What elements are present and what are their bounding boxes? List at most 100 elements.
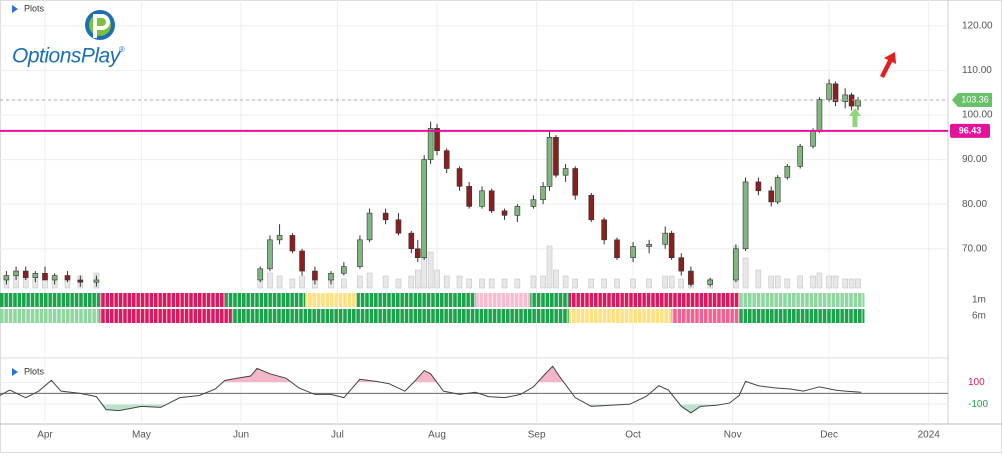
volume-bar <box>855 278 861 289</box>
osc-tick-label: 100 <box>968 377 985 388</box>
candle-body <box>479 190 485 207</box>
volume-bar <box>678 278 685 289</box>
volume-bar <box>540 275 546 289</box>
candle-body <box>51 275 58 281</box>
candle-body <box>427 128 434 160</box>
candle-body <box>395 219 402 234</box>
candle-body <box>842 94 848 102</box>
plots-toggle[interactable] <box>12 5 18 13</box>
candle-body <box>816 99 823 131</box>
candle-body <box>421 159 427 258</box>
candle-body <box>562 168 569 176</box>
candle-body <box>299 250 305 272</box>
volume-bar <box>366 272 373 289</box>
volume-bar <box>572 278 578 289</box>
candle-body <box>733 248 739 281</box>
volume-bar <box>630 278 636 289</box>
candle-body <box>707 279 713 285</box>
candle-body <box>742 181 749 250</box>
candle-body <box>501 210 508 216</box>
volume-bar <box>768 275 775 289</box>
candle-body <box>3 275 10 281</box>
volume-bar <box>276 275 283 289</box>
layers: Apr May Jun Jul Aug Sep Oct Nov Dec 2024 70.00 80.0… <box>0 0 993 441</box>
candle-body <box>774 177 781 203</box>
candle-body <box>530 199 537 207</box>
x-tick-label: Jun <box>233 430 249 441</box>
level-tag <box>950 123 990 138</box>
y-tick-label: 100.00 <box>962 110 993 121</box>
candle-body <box>414 248 421 258</box>
plots-label[interactable]: Plots <box>24 366 45 376</box>
candle-body <box>267 239 273 270</box>
volume-bar <box>408 275 415 289</box>
strip-label: 1m <box>972 295 986 306</box>
y-tick-label: 70.00 <box>962 243 987 254</box>
volume-bar <box>466 278 472 289</box>
logo-mark: ® <box>119 45 125 54</box>
volume-bar <box>553 269 559 289</box>
volume-bar <box>434 269 440 289</box>
volume-bar <box>774 275 781 289</box>
strip-label: 6m <box>972 311 986 322</box>
candle-body <box>466 186 472 207</box>
plots-toggle[interactable] <box>12 368 18 376</box>
volume-bar <box>755 269 762 289</box>
y-tick-label: 120.00 <box>962 20 993 31</box>
x-tick-label: 2024 <box>918 430 941 441</box>
osc-line <box>0 365 862 414</box>
trend-arrow <box>880 52 896 78</box>
signal-arrow <box>849 108 861 127</box>
volume-bar <box>588 278 595 289</box>
candle-body <box>32 272 39 279</box>
volume-bar <box>832 275 839 289</box>
last-price-tag <box>952 93 992 108</box>
candle-body <box>688 270 694 285</box>
candle-body <box>289 235 296 252</box>
candle-body <box>601 219 607 241</box>
candle-body <box>357 239 363 267</box>
volume-bar <box>299 275 305 289</box>
volume-bar <box>514 278 521 289</box>
volume-bar <box>742 257 749 289</box>
volume-bar <box>479 278 485 289</box>
osc-tick-label: -100 <box>968 399 988 410</box>
y-tick-label: 90.00 <box>962 154 987 165</box>
volume-bar <box>501 278 508 289</box>
x-tick-label: May <box>132 430 151 441</box>
cell-separators <box>0 293 865 307</box>
candle-body <box>13 270 19 276</box>
volume-bar <box>668 275 675 289</box>
candle-body <box>328 272 334 281</box>
candle-body <box>77 279 84 283</box>
plots-label[interactable]: Plots <box>24 3 45 13</box>
last-price-label: 103.36 <box>961 94 989 104</box>
x-tick-label: Oct <box>625 430 641 441</box>
volume-bar <box>267 272 273 289</box>
logo-text: OptionsPlay <box>12 45 122 68</box>
candle-body <box>553 137 559 176</box>
candle-body <box>678 257 685 272</box>
candle-body <box>546 137 553 187</box>
volume-bar <box>415 269 421 289</box>
candle-body <box>408 232 415 250</box>
volume-bar <box>816 272 823 289</box>
candle-body <box>456 168 463 187</box>
candle-body <box>434 128 440 151</box>
candle-body <box>832 83 839 102</box>
candles <box>3 79 861 287</box>
candle-body <box>382 212 389 221</box>
candle-body <box>257 268 264 281</box>
volume-bar <box>662 275 668 289</box>
volume-bar <box>842 278 848 289</box>
volume-bar <box>562 275 569 289</box>
x-tick-label: Dec <box>820 430 838 441</box>
candle-body <box>540 186 546 201</box>
volume-bar <box>646 278 652 289</box>
candle-body <box>797 145 803 167</box>
volume-bar <box>601 278 607 289</box>
volume-bar <box>22 278 29 289</box>
x-tick-label: Nov <box>724 430 742 441</box>
volume-bar <box>546 245 553 289</box>
